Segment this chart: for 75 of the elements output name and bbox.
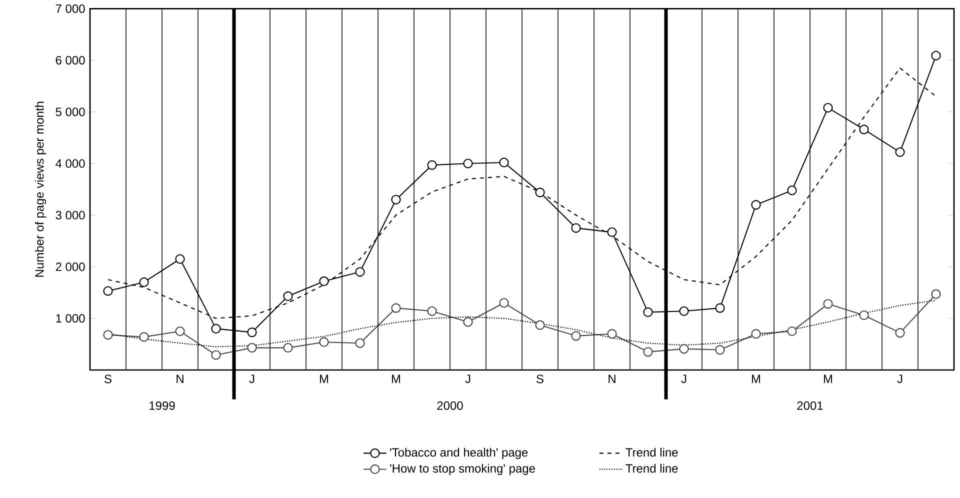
point (895, 328, 905, 338)
point (211, 350, 221, 360)
point (319, 337, 329, 347)
y-tick-label: 2 000 (56, 262, 85, 272)
point (823, 299, 833, 309)
point (139, 332, 149, 342)
point (103, 330, 113, 340)
point (499, 158, 509, 168)
point (931, 289, 941, 299)
point (463, 317, 473, 327)
text: 2001 (797, 401, 823, 410)
x-tick-label: M (752, 374, 760, 383)
point (859, 124, 869, 134)
x-tick-label: N (608, 374, 616, 383)
point (607, 227, 617, 237)
point (535, 320, 545, 330)
legend-label: Trend line (626, 448, 678, 457)
y-tick-label: 3 000 (56, 210, 85, 220)
point (679, 306, 689, 316)
y-tick-label: 1 000 (56, 314, 85, 323)
point (391, 194, 401, 204)
point (355, 338, 365, 348)
point (283, 342, 293, 353)
point (715, 303, 725, 313)
point (931, 50, 941, 60)
point (427, 306, 437, 316)
point (175, 326, 185, 336)
point (787, 326, 797, 336)
point (391, 303, 401, 313)
point (211, 324, 221, 334)
point (859, 310, 869, 320)
point (751, 329, 761, 339)
point (427, 160, 437, 170)
x-tick-label: S (104, 374, 112, 384)
text: 2000 (437, 401, 463, 410)
point (139, 277, 149, 288)
x-tick-label: J (681, 374, 686, 384)
x-tick-label: M (320, 374, 328, 383)
point (175, 254, 185, 264)
y-axis-title: Number of page views per month (34, 102, 46, 277)
legend-label: 'Tobacco and health' page (390, 448, 528, 460)
y-tick-label: 5 000 (56, 108, 85, 116)
point (607, 329, 617, 339)
point (787, 186, 797, 196)
legend-label: Trend line (626, 464, 678, 473)
y-tick-label: 6 000 (56, 56, 85, 65)
point (319, 276, 329, 286)
point (643, 347, 653, 357)
point (895, 147, 905, 157)
y-tick-label: 4 000 (56, 159, 85, 168)
x-tick-label: J (249, 374, 254, 384)
point (823, 102, 833, 113)
x-tick-label: N (176, 374, 184, 383)
y-tick-label: 7 000 (56, 4, 85, 13)
point (499, 298, 509, 308)
point (571, 223, 581, 233)
point (247, 342, 257, 353)
x-tick-label: J (465, 374, 470, 384)
point (643, 307, 653, 317)
point (715, 345, 725, 355)
point (463, 158, 473, 168)
point (571, 331, 581, 341)
point (535, 188, 545, 198)
x-tick-label: S (536, 374, 544, 384)
point (679, 344, 689, 354)
point (355, 267, 365, 277)
x-tick-label: M (824, 374, 832, 383)
x-tick-label: J (897, 374, 902, 384)
point (247, 328, 257, 338)
point (283, 291, 293, 301)
legend-label: 'How to stop smoking' page (390, 464, 535, 476)
point (751, 200, 761, 210)
text: 1999 (150, 401, 175, 410)
x-tick-label: M (392, 374, 400, 383)
point (103, 286, 113, 296)
